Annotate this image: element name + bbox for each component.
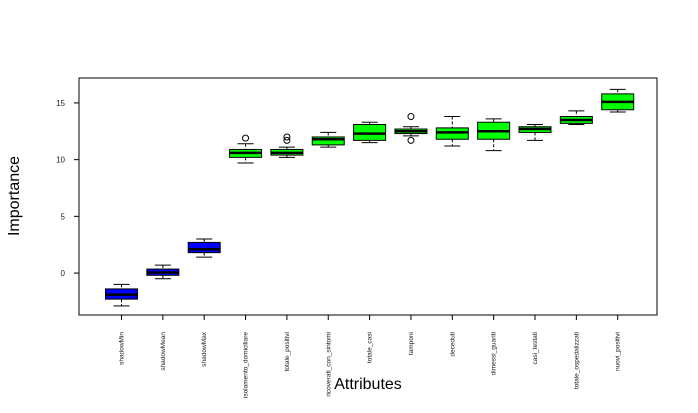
y-axis: 0 5 10 15 xyxy=(56,99,80,278)
x-tick-label: tamponi xyxy=(408,332,415,355)
box-nuovi_positivi xyxy=(601,88,635,113)
box-totale_positivi xyxy=(270,133,304,158)
box-ricoverati_con_sintomi xyxy=(311,131,345,148)
box-shadowMax xyxy=(187,238,221,258)
box-iqr xyxy=(311,136,345,146)
x-tick-label: shadowMin xyxy=(119,332,126,365)
x-tick-label: totale_casi xyxy=(367,332,374,363)
box-totale_casi xyxy=(353,121,387,144)
y-tick-label: 10 xyxy=(56,156,65,165)
outlier-point xyxy=(407,113,415,121)
box-casi_testati xyxy=(518,123,552,141)
x-tick-label: nuovi_positivi xyxy=(615,332,622,371)
x-tick-label: totale_ospedalizzati xyxy=(573,332,580,389)
outlier-point xyxy=(283,136,291,144)
box-shadowMin xyxy=(105,283,138,307)
x-axis-labels: shadowMin shadowMean shadowMax isolamento_d… xyxy=(119,314,622,398)
box-dimessi_guariti xyxy=(477,118,511,152)
y-axis-title: Importance xyxy=(6,156,23,236)
outlier-point xyxy=(242,134,250,142)
x-tick-label: casi_testati xyxy=(532,332,539,365)
x-tick-label: shadowMax xyxy=(201,331,208,366)
box-shadowMean xyxy=(146,264,180,280)
box-totale_ospedalizzati xyxy=(559,110,593,125)
plot-frame xyxy=(78,77,658,316)
x-tick-label: deceduti xyxy=(449,332,456,357)
outlier-point xyxy=(407,136,415,144)
y-tick-label: 5 xyxy=(61,212,66,221)
x-tick-label: dimessi_guariti xyxy=(491,332,498,375)
x-tick-label: shadowMean xyxy=(160,332,167,371)
x-tick-label: ricoverati_con_sintomi xyxy=(325,332,332,397)
box-tamponi xyxy=(394,113,428,144)
box-iqr xyxy=(187,241,221,254)
y-tick-label: 15 xyxy=(56,99,65,108)
box-isolamento_domiciliare xyxy=(229,134,263,164)
y-tick-label: 0 xyxy=(61,269,66,278)
outlier-point xyxy=(283,133,291,141)
x-tick-label: isolamento_domiciliare xyxy=(243,332,250,398)
box-series xyxy=(105,88,635,307)
x-tick-label: totale_positivi xyxy=(284,332,291,371)
x-axis-title: Attributes xyxy=(334,376,402,393)
box-deceduti xyxy=(435,116,469,147)
